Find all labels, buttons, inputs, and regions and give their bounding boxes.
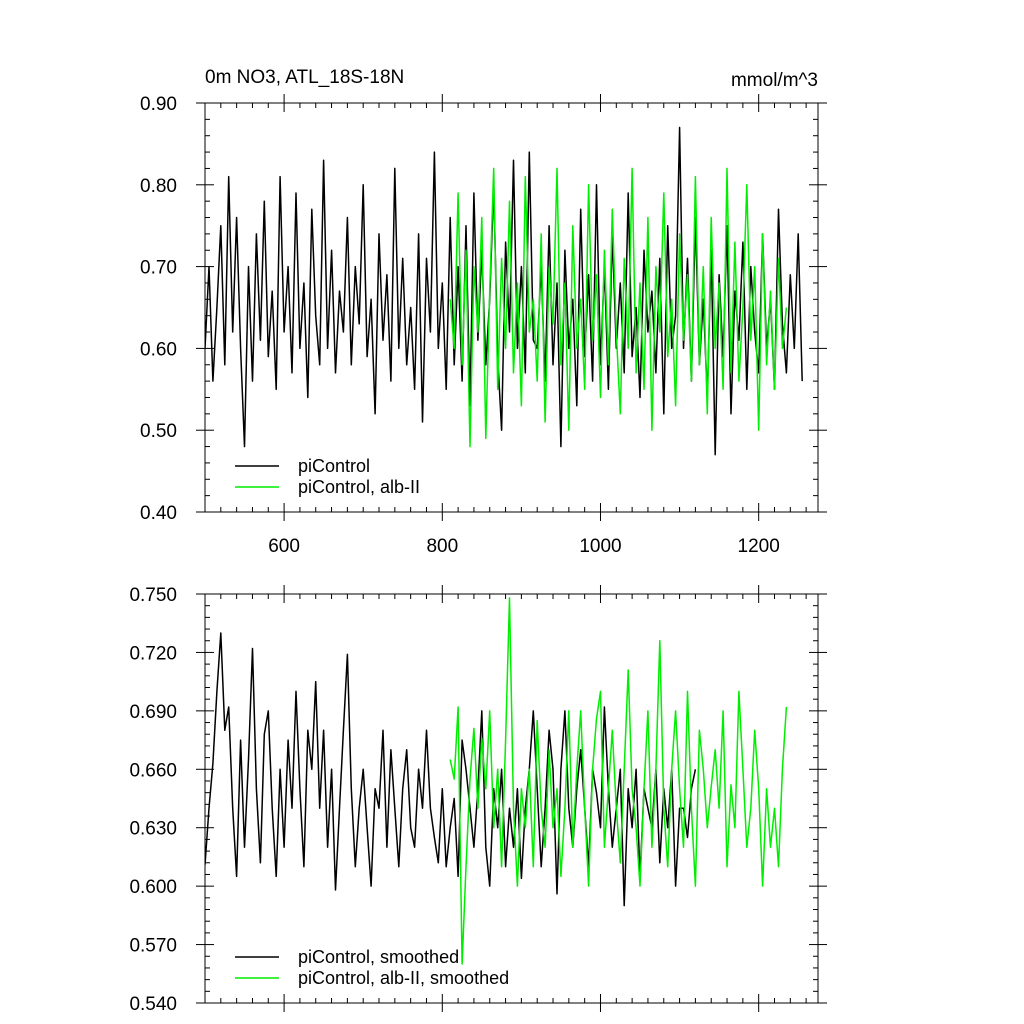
x-tick-label: 800 — [426, 536, 458, 557]
y-tick-label: 0.570 — [129, 936, 177, 957]
x-tick-label: 1200 — [738, 536, 780, 557]
series-line-picontrol-alb-ii — [449, 597, 788, 965]
y-tick-label: 0.540 — [129, 994, 177, 1015]
y-tick-label: 0.60 — [140, 339, 177, 360]
legend-label: piControl, smoothed — [298, 947, 459, 967]
plot-frame — [204, 593, 819, 1004]
series-line-picontrol — [205, 632, 697, 907]
y-tick-label: 0.50 — [140, 421, 177, 442]
y-tick-label: 0.750 — [129, 585, 177, 606]
chart-title: 0m NO3, ATL_18S-18N — [205, 67, 404, 88]
y-tick-label: 0.720 — [129, 643, 177, 664]
top-panel-raw: 600 800 1000 1200 0.40 0.50 0.60 0.70 0.80 0.90 pi… — [140, 94, 827, 557]
units-label: mmol/m^3 — [731, 70, 818, 91]
plot-frame — [204, 102, 819, 513]
y-tick-label: 0.80 — [140, 176, 177, 197]
legend-label: piControl — [298, 456, 370, 476]
y-tick-label: 0.660 — [129, 760, 177, 781]
x-tick-label: 600 — [268, 536, 300, 557]
x-tick-label: 1000 — [579, 536, 621, 557]
series-line-picontrol-alb-ii — [449, 167, 788, 448]
bottom-panel-smoothed: 0.540 0.570 0.600 0.630 0.660 0.690 0.720 0.750… — [129, 585, 827, 1015]
y-tick-label: 0.70 — [140, 258, 177, 279]
y-tick-label: 0.690 — [129, 702, 177, 723]
y-tick-label: 0.630 — [129, 819, 177, 840]
series-line-picontrol — [205, 126, 803, 456]
y-tick-label: 0.40 — [140, 503, 177, 524]
legend-label: piControl, alb-II, smoothed — [298, 968, 509, 988]
y-tick-label: 0.600 — [129, 877, 177, 898]
legend-label: piControl, alb-II — [298, 477, 420, 497]
y-tick-label: 0.90 — [140, 94, 177, 115]
